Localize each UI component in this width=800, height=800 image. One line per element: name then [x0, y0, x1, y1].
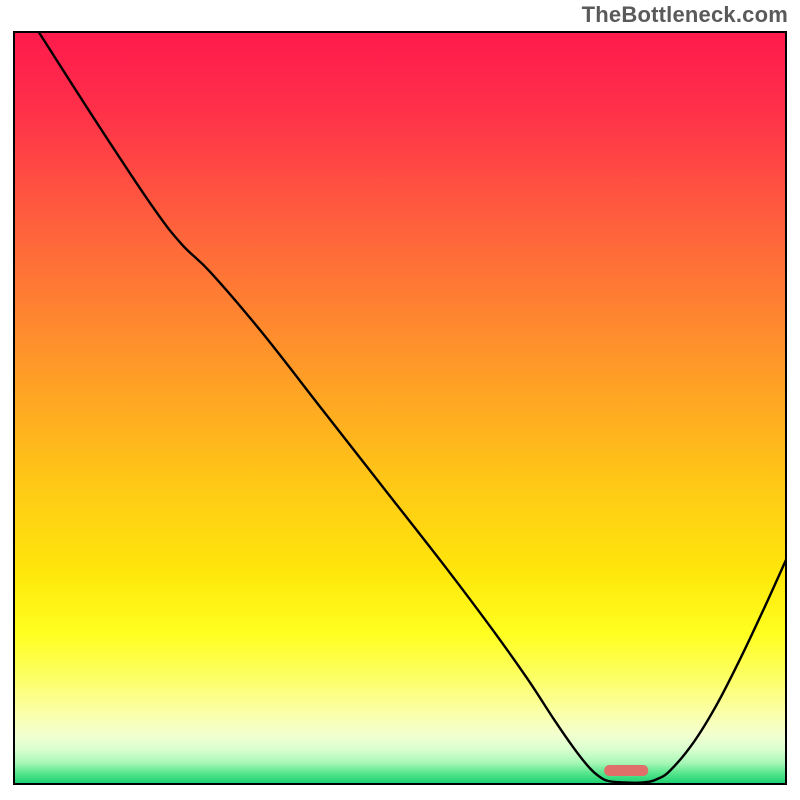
plot-background [14, 32, 786, 784]
optimum-marker [604, 765, 648, 776]
watermark-text: TheBottleneck.com [582, 2, 788, 28]
chart-container: TheBottleneck.com [0, 0, 800, 800]
bottleneck-chart [0, 0, 800, 800]
